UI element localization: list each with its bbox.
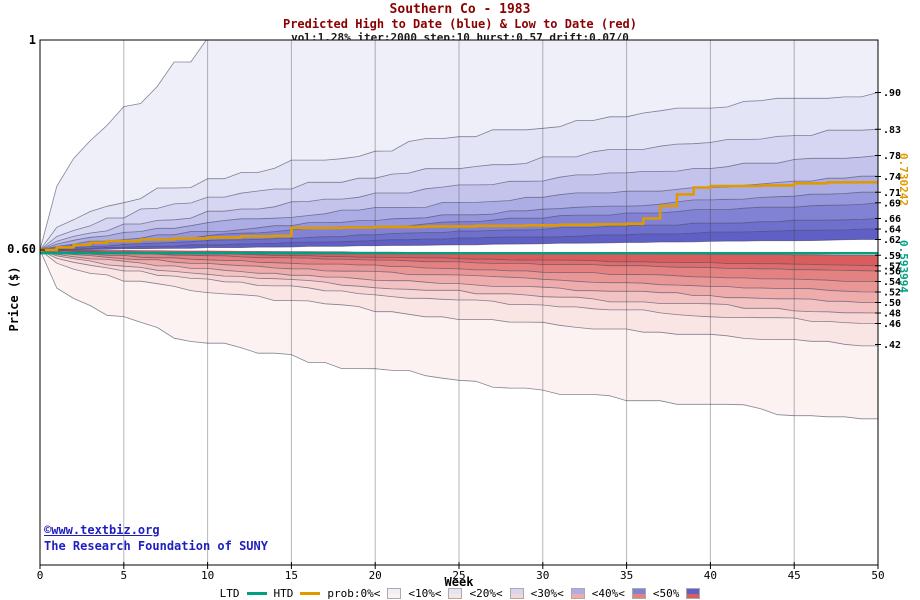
textbiz-link[interactable]: ©www.textbiz.org bbox=[44, 523, 160, 537]
right-tick-label: .74 bbox=[883, 172, 901, 183]
legend-ltd-label: LTD bbox=[219, 587, 240, 600]
legend-prob-label: <20%< bbox=[469, 587, 503, 600]
boundary-line bbox=[40, 155, 878, 251]
boundary-line bbox=[40, 228, 878, 251]
legend-prob-swatch bbox=[509, 588, 524, 599]
fan-chart: 0 5 10 15 20 25 30 35 40 45 50 .90 .83 .78 .74 .71.69 .6… bbox=[37, 39, 901, 582]
htd-line bbox=[40, 181, 878, 252]
x-tick-label: 15 bbox=[285, 569, 298, 582]
y-axis-max-label: 1 bbox=[28, 33, 36, 47]
boundary-line bbox=[40, 249, 878, 282]
right-tick-label: .48 bbox=[883, 309, 901, 320]
boundary-line bbox=[40, 249, 878, 303]
legend-prob-swatch bbox=[448, 588, 463, 599]
probability-legend: prob:0%< <10%< <20%< <30%< <40%< <50% bbox=[327, 587, 701, 600]
chart-header: Southern Co - 1983 Predicted High to Dat… bbox=[0, 2, 920, 44]
boundary-line bbox=[40, 239, 878, 251]
low-band bbox=[40, 250, 878, 324]
low-band bbox=[40, 250, 878, 419]
legend-prob-swatch bbox=[387, 588, 402, 599]
legend-prob-swatch bbox=[686, 588, 701, 599]
right-tick-label: .62 bbox=[883, 235, 901, 246]
boundary-line bbox=[40, 249, 878, 347]
suny-credit: The Research Foundation of SUNY bbox=[44, 539, 268, 553]
legend: LTD HTD prob:0%< <10%< <20%< <30%< <40%< <50% bbox=[0, 587, 920, 600]
start-price-label: 0.60 bbox=[7, 242, 36, 256]
x-tick-label: 5 bbox=[120, 569, 127, 582]
x-tick-label: 50 bbox=[871, 569, 884, 582]
low-band bbox=[40, 250, 878, 313]
x-tick-label: 10 bbox=[201, 569, 214, 582]
low-band bbox=[40, 250, 878, 292]
x-tick-label: 40 bbox=[704, 569, 717, 582]
low-band bbox=[40, 250, 878, 346]
right-tick-label: .57 bbox=[883, 261, 901, 272]
right-tick-label: .66 bbox=[883, 214, 901, 225]
right-tick-label: .78 bbox=[883, 151, 901, 162]
right-tick-label: .90 bbox=[883, 88, 901, 99]
legend-prob-swatch bbox=[631, 588, 646, 599]
x-tick-label: 45 bbox=[788, 569, 801, 582]
htd-end-value-label: 0.730242 bbox=[897, 153, 910, 206]
boundary-line bbox=[40, 249, 878, 324]
right-tick-label: .52 bbox=[883, 288, 901, 299]
x-axis-label: Week bbox=[444, 575, 474, 589]
ltd-line-key bbox=[246, 592, 267, 595]
right-tick-label: .42 bbox=[883, 340, 901, 351]
boundary-line bbox=[40, 249, 878, 314]
boundary-line bbox=[40, 92, 878, 251]
low-band bbox=[40, 250, 878, 282]
boundary-line bbox=[40, 249, 878, 293]
right-tick-label: .56 bbox=[883, 267, 901, 278]
boundary-line bbox=[40, 40, 207, 251]
htd-line-key bbox=[300, 592, 321, 595]
high-band bbox=[40, 218, 878, 250]
x-tick-label: 25 bbox=[452, 569, 465, 582]
low-band bbox=[40, 250, 878, 271]
boundary-line bbox=[40, 128, 878, 251]
right-tick-label: .83 bbox=[883, 125, 901, 136]
y-axis-label: Price ($) bbox=[7, 266, 21, 332]
high-band bbox=[40, 129, 878, 250]
high-band bbox=[40, 176, 878, 250]
watermark-link-row: ©www.textbiz.org bbox=[44, 523, 160, 537]
page-title: Southern Co - 1983 bbox=[389, 2, 531, 17]
high-band bbox=[40, 155, 878, 250]
right-tick-label: .69 bbox=[883, 198, 901, 209]
high-band bbox=[40, 92, 878, 250]
legend-htd-label: HTD bbox=[273, 587, 294, 600]
boundary-line bbox=[40, 249, 878, 272]
legend-prob-label: <10%< bbox=[408, 587, 442, 600]
right-tick-label: .71 bbox=[883, 188, 901, 199]
right-tick-label: .46 bbox=[883, 319, 901, 330]
right-tick-label: .50 bbox=[883, 298, 901, 309]
x-tick-label: 0 bbox=[37, 569, 44, 582]
high-band bbox=[40, 40, 878, 250]
legend-prob-label: <50% bbox=[652, 587, 680, 600]
low-band bbox=[40, 250, 878, 303]
boundary-line bbox=[40, 218, 878, 251]
legend-prob-swatch bbox=[570, 588, 585, 599]
x-tick-label: 30 bbox=[536, 569, 549, 582]
chart-subtitle: Predicted High to Date (blue) & Low to D… bbox=[282, 16, 637, 31]
right-tick-label: .54 bbox=[883, 277, 901, 288]
legend-prob-label: <40%< bbox=[591, 587, 625, 600]
boundary-line bbox=[40, 249, 878, 420]
legend-prob-label: <30%< bbox=[530, 587, 564, 600]
legend-prob-label: prob:0%< bbox=[327, 587, 381, 600]
x-tick-label: 20 bbox=[369, 569, 382, 582]
right-tick-label: .64 bbox=[883, 225, 901, 236]
right-tick-label: .59 bbox=[883, 251, 901, 262]
ltd-end-value-label: 0.593994 bbox=[897, 240, 910, 293]
boundary-line bbox=[40, 191, 878, 251]
x-tick-label: 35 bbox=[620, 569, 633, 582]
plot-area bbox=[40, 40, 878, 565]
